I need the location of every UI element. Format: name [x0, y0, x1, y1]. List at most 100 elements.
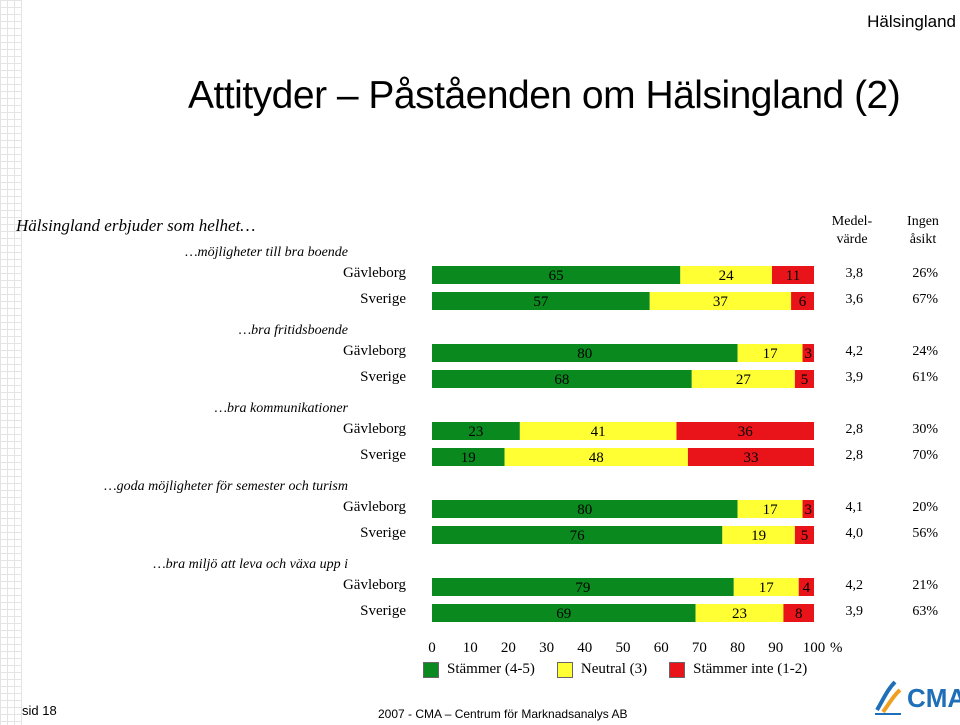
group-label-2: …bra kommunikationer — [214, 401, 348, 416]
x-tick-label-10: 100 — [803, 640, 826, 656]
bar-neutral-1-0 — [737, 344, 803, 362]
group-label-4: …bra miljö att leva och växa upp i — [153, 557, 348, 572]
bar-label-agree-1-1: 68 — [554, 372, 569, 388]
bar-label-neutral-4-1: 23 — [732, 606, 747, 622]
bar-label-neutral-2-0: 41 — [591, 424, 606, 440]
bar-label-disagree-3-0: 3 — [805, 502, 813, 518]
bar-label-disagree-4-1: 8 — [795, 606, 803, 622]
bar-label-neutral-4-0: 17 — [759, 580, 775, 596]
row-label-1-1: Sverige — [360, 369, 406, 385]
no-opinion-value-4-0: 21% — [912, 578, 938, 593]
x-tick-label-0: 0 — [428, 640, 436, 656]
bar-disagree-4-1 — [783, 604, 814, 622]
row-label-3-1: Sverige — [360, 525, 406, 541]
bar-agree-4-1 — [432, 604, 696, 622]
bar-label-neutral-2-1: 48 — [589, 450, 604, 466]
bar-label-disagree-0-1: 6 — [799, 294, 807, 310]
no-opinion-value-1-0: 24% — [912, 344, 938, 359]
bar-label-neutral-3-1: 19 — [751, 528, 766, 544]
mean-value-0-1: 3,6 — [845, 292, 864, 307]
bar-neutral-1-1 — [691, 370, 795, 388]
bar-label-neutral-1-1: 27 — [736, 372, 752, 388]
x-tick-label-2: 20 — [501, 640, 516, 656]
row-label-3-0: Gävleborg — [342, 499, 406, 515]
bar-label-agree-4-0: 79 — [575, 580, 590, 596]
bar-agree-3-1 — [432, 526, 723, 544]
bar-disagree-0-0 — [771, 266, 814, 284]
row-label-2-1: Sverige — [360, 447, 406, 463]
bar-label-disagree-2-1: 33 — [743, 450, 758, 466]
bar-agree-0-0 — [432, 266, 681, 284]
x-tick-label-1: 10 — [463, 640, 478, 656]
x-axis-unit: % — [830, 640, 843, 656]
bar-label-agree-1-0: 80 — [577, 346, 592, 362]
bar-label-agree-0-0: 65 — [549, 268, 564, 284]
bar-label-disagree-4-0: 4 — [803, 580, 811, 596]
no-opinion-value-0-1: 67% — [912, 292, 938, 307]
bar-agree-3-0 — [432, 500, 738, 518]
x-tick-label-8: 80 — [730, 640, 745, 656]
mean-value-1-0: 4,2 — [845, 344, 864, 359]
bar-label-agree-2-1: 19 — [461, 450, 476, 466]
no-opinion-value-1-1: 61% — [912, 370, 938, 385]
chart-subtitle: Hälsingland erbjuder som helhet… — [16, 216, 256, 235]
bar-label-agree-4-1: 69 — [556, 606, 571, 622]
mean-value-3-0: 4,1 — [845, 500, 864, 515]
bar-disagree-0-1 — [791, 292, 814, 310]
x-tick-label-7: 70 — [692, 640, 707, 656]
mean-value-4-0: 4,2 — [845, 578, 864, 593]
x-tick-label-5: 50 — [616, 640, 631, 656]
row-label-4-1: Sverige — [360, 603, 406, 619]
bar-label-disagree-2-0: 36 — [738, 424, 754, 440]
no-opinion-column-header: Ingen åsikt — [893, 213, 953, 249]
bar-neutral-0-0 — [680, 266, 772, 284]
bar-agree-1-1 — [432, 370, 692, 388]
bar-neutral-0-1 — [649, 292, 792, 310]
mean-value-3-1: 4,0 — [845, 526, 864, 541]
no-opinion-value-2-0: 30% — [912, 422, 938, 437]
bar-disagree-2-0 — [676, 422, 814, 440]
bar-disagree-1-1 — [794, 370, 814, 388]
row-label-2-0: Gävleborg — [342, 421, 406, 437]
chart-legend: Stämmer (4-5) Neutral (3) Stämmer inte (… — [423, 661, 829, 678]
bar-neutral-4-0 — [733, 578, 799, 596]
no-opinion-value-4-1: 63% — [912, 604, 938, 619]
page-title: Attityder – Påståenden om Hälsingland (2… — [188, 74, 901, 117]
bar-label-agree-2-0: 23 — [468, 424, 483, 440]
row-label-4-0: Gävleborg — [342, 577, 406, 593]
legend-item-disagree: Stämmer inte (1-2) — [669, 661, 807, 678]
bar-neutral-4-1 — [695, 604, 784, 622]
page-number: sid 18 — [22, 703, 57, 718]
bar-neutral-2-0 — [519, 422, 677, 440]
no-opinion-value-3-1: 56% — [912, 526, 938, 541]
bar-disagree-4-0 — [798, 578, 814, 596]
x-tick-label-6: 60 — [654, 640, 669, 656]
bar-label-disagree-0-0: 11 — [786, 268, 800, 284]
cma-logo: CMA — [873, 680, 960, 716]
no-opinion-header-line2: åsikt — [909, 232, 937, 247]
bar-label-neutral-0-1: 37 — [713, 294, 729, 310]
mean-value-4-1: 3,9 — [845, 604, 864, 619]
bar-disagree-1-0 — [802, 344, 814, 362]
mean-header-line2: värde — [836, 232, 868, 247]
mean-value-1-1: 3,9 — [845, 370, 864, 385]
bar-label-neutral-0-0: 24 — [719, 268, 735, 284]
legend-label-agree: Stämmer (4-5) — [447, 661, 535, 677]
mean-header-line1: Medel- — [831, 214, 873, 229]
bar-disagree-2-1 — [687, 448, 814, 466]
x-tick-label-9: 90 — [768, 640, 783, 656]
no-opinion-value-3-0: 20% — [912, 500, 938, 515]
cma-logo-icon — [875, 680, 902, 715]
bar-label-disagree-1-0: 3 — [805, 346, 813, 362]
legend-label-neutral: Neutral (3) — [580, 661, 648, 677]
bar-agree-2-1 — [432, 448, 505, 466]
bar-disagree-3-1 — [794, 526, 814, 544]
x-tick-label-4: 40 — [577, 640, 592, 656]
legend-item-agree: Stämmer (4-5) — [423, 661, 535, 678]
footer-text: 2007 - CMA – Centrum för Marknadsanalys … — [378, 707, 628, 721]
mean-column-header: Medel- värde — [822, 213, 882, 249]
bar-label-disagree-1-1: 5 — [801, 372, 809, 388]
bar-neutral-3-1 — [722, 526, 795, 544]
mean-value-0-0: 3,8 — [845, 266, 864, 281]
